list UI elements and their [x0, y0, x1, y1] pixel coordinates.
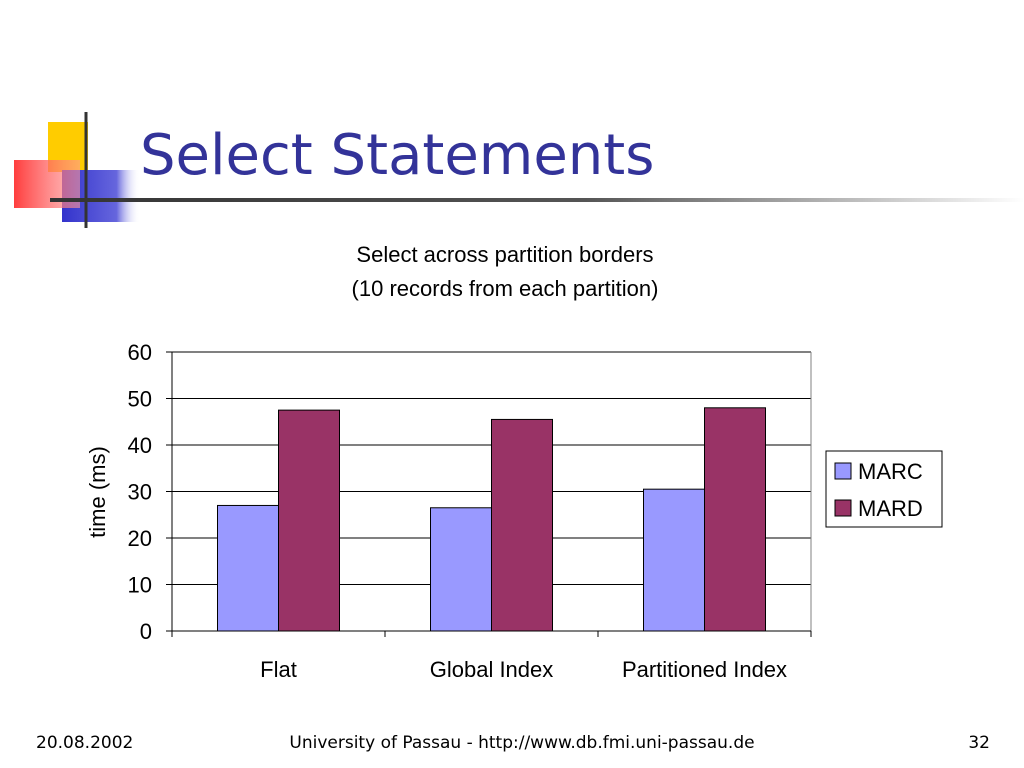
chart-legend: MARC MARD [825, 450, 943, 528]
legend-swatch-mard [834, 499, 852, 517]
y-tick-label-30: 30 [128, 480, 152, 505]
bar-marc-0 [217, 504, 279, 632]
x-tick-label-1: Global Index [430, 657, 554, 682]
bar-mard-2 [704, 407, 766, 632]
title-rule [50, 198, 1024, 202]
footer-center: University of Passau - http://www.db.fmi… [289, 733, 755, 753]
legend-label-marc: MARC [858, 459, 923, 484]
legend-swatch-marc [834, 462, 852, 480]
bar-mard-0 [278, 409, 340, 632]
bar-marc-1 [430, 507, 492, 632]
chart-axes [166, 351, 812, 637]
y-tick-label-50: 50 [128, 387, 152, 412]
chart-subtitle: (10 records from each partition) [352, 276, 659, 301]
y-axis-label: time (ms) [85, 446, 110, 538]
y-tick-label-20: 20 [128, 526, 152, 551]
y-tick-label-60: 60 [128, 340, 152, 365]
y-tick-label-0: 0 [140, 619, 152, 644]
chart-bars [217, 407, 766, 632]
chart-title: Select across partition borders [356, 242, 653, 267]
y-tick-label-10: 10 [128, 573, 152, 598]
legend-label-mard: MARD [858, 496, 923, 521]
footer-date: 20.08.2002 [36, 733, 134, 753]
bar-marc-2 [643, 488, 705, 632]
x-tick-label-0: Flat [260, 657, 297, 682]
footer-page-number: 32 [968, 733, 990, 753]
bar-mard-1 [491, 418, 553, 632]
chart-tick-labels: 0 10 20 30 40 50 60 Flat Global Index Partitioned… [128, 340, 788, 682]
slide-title: Select Statements [140, 123, 655, 188]
x-tick-label-2: Partitioned Index [622, 657, 787, 682]
y-tick-label-40: 40 [128, 433, 152, 458]
